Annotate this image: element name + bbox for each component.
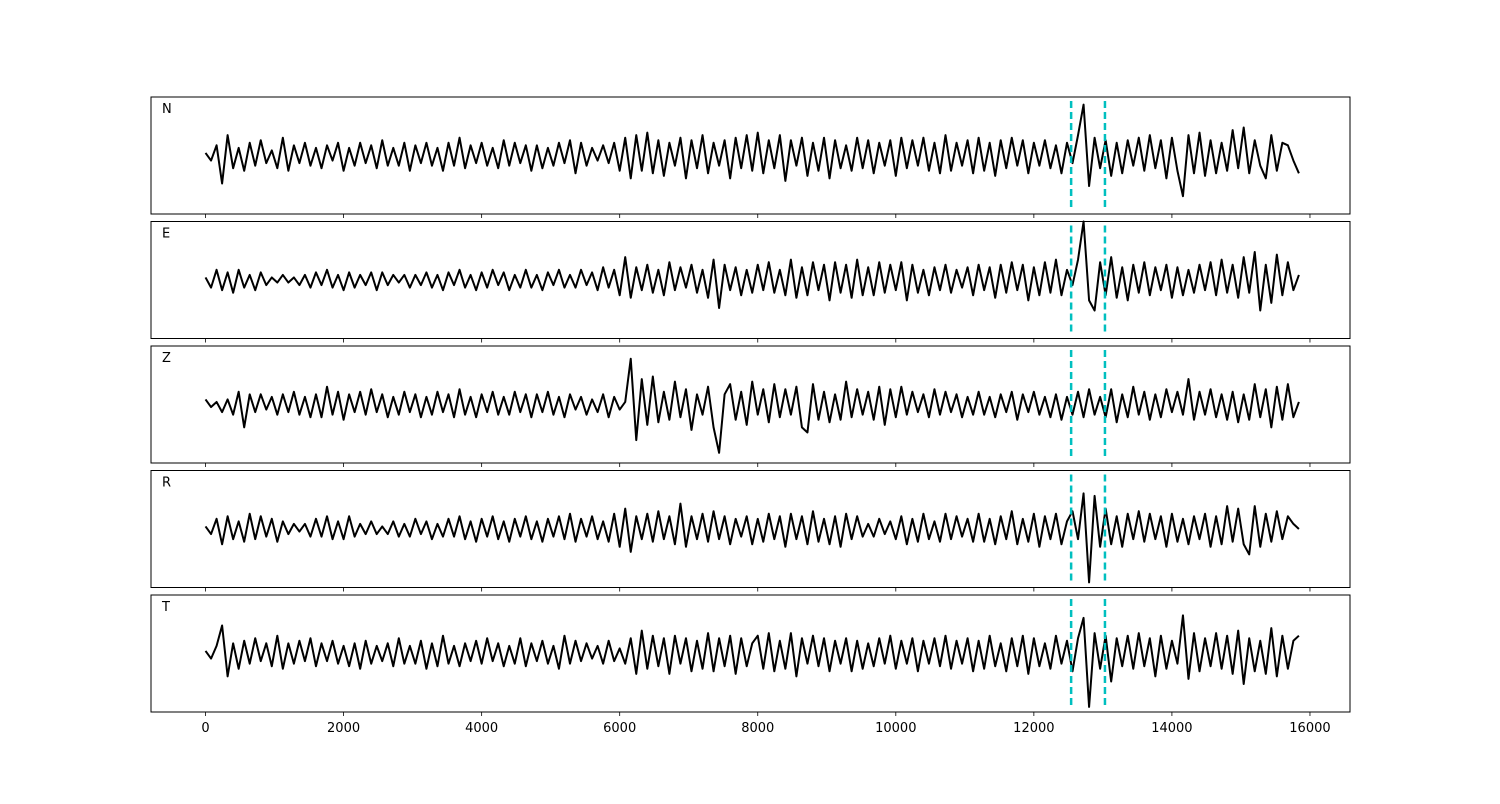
- panel-label: E: [162, 227, 170, 242]
- panel-frame: [150, 96, 1351, 215]
- x-tick-label: 14000: [1151, 721, 1192, 736]
- x-tick-label: 10000: [875, 721, 916, 736]
- panel-label: R: [162, 476, 171, 491]
- panel-label: N: [162, 102, 172, 117]
- waveform: [204, 614, 1300, 708]
- x-tick-label: 6000: [603, 721, 636, 736]
- panel-frame: [150, 345, 1351, 464]
- x-tick-label: 0: [201, 721, 209, 736]
- waveform: [204, 357, 1300, 454]
- waveform: [204, 220, 1300, 312]
- waveform: [204, 103, 1300, 198]
- panel-frame: [150, 221, 1351, 339]
- x-tick-label: 2000: [327, 721, 360, 736]
- panel-frame: [150, 594, 1351, 713]
- panel-label: Z: [162, 351, 171, 366]
- x-tick-label: 12000: [1013, 721, 1054, 736]
- panel-label: T: [161, 600, 170, 615]
- panel-frame: [150, 470, 1351, 588]
- x-tick-label: 4000: [465, 721, 498, 736]
- x-tick-label: 16000: [1289, 721, 1330, 736]
- waveform: [204, 492, 1300, 584]
- x-tick-label: 8000: [741, 721, 774, 736]
